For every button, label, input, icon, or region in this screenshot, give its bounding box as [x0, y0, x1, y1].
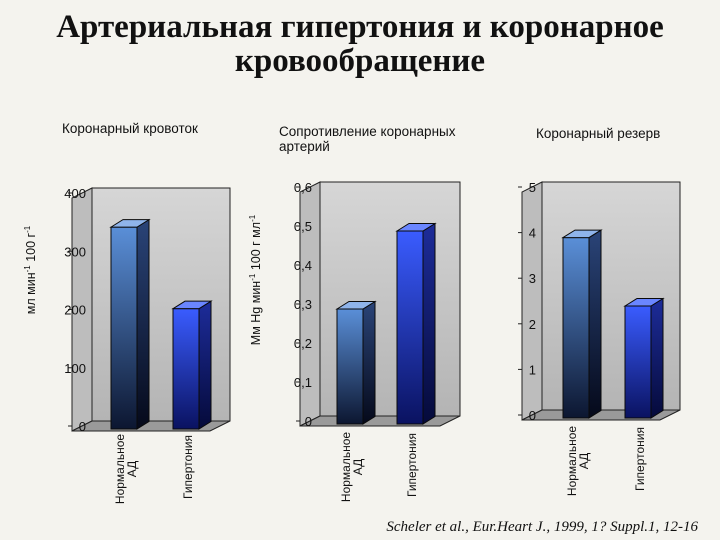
chart-1-ytick-label: 300 [64, 244, 86, 259]
ylabel-superscript: -1 [23, 265, 32, 273]
chart-2-bar-normal [335, 300, 377, 425]
chart-1-category-label-line: АД [125, 461, 139, 478]
chart-2-ytick-label: 0,5 [294, 219, 312, 234]
chart-1-bar-front [110, 226, 138, 430]
chart-1-category-label-line: Нормальное [113, 434, 127, 504]
chart-2-ytick-label: 0,1 [294, 375, 312, 390]
chart-2-ytick-label: 0,6 [294, 180, 312, 195]
chart-1-bar-top [171, 300, 213, 310]
chart-3-bar-hypertension [623, 297, 665, 419]
chart-1-heading: Коронарный кровоток [62, 121, 198, 136]
ylabel-superscript: -1 [248, 214, 257, 222]
chart-3-ytick-label: 0 [529, 408, 536, 423]
chart-1-category-label-line: Гипертония [181, 435, 195, 499]
ylabel-superscript: -1 [248, 273, 257, 281]
chart-2-ytick-label: 0,2 [294, 336, 312, 351]
chart-2-bar-hypertension [395, 222, 437, 425]
chart-1-bar-hypertension [171, 300, 213, 430]
chart-1-ytick-label: 0 [79, 419, 86, 434]
chart-3-bar-normal [561, 229, 603, 419]
ylabel-text: мл мин [24, 272, 38, 314]
chart-2-ytick-label: 0,3 [294, 297, 312, 312]
chart-3: 0 1 2 3 4 5 НормальноеАД Гипертония [518, 180, 681, 496]
chart-3-category-label-line: Гипертония [633, 427, 647, 491]
chart-2-bar-side [362, 300, 376, 425]
chart-1-ylabel: мл мин-1 100 г-1 [23, 225, 38, 314]
chart-2-bar-front [336, 308, 364, 425]
chart-3-category-label-normal: НормальноеАД [565, 426, 591, 496]
chart-3-ytick-label: 4 [529, 226, 536, 241]
chart-1-category-label-normal: НормальноеАД [113, 434, 139, 504]
chart-1-bar-front [172, 308, 200, 430]
chart-2-heading: Сопротивление коронарных артерий [279, 124, 455, 154]
chart-3-ytick-label: 5 [529, 180, 536, 195]
chart-1-bar-top [109, 219, 151, 228]
chart-3-bar-front [562, 237, 590, 419]
chart-1-bar-side [136, 218, 150, 430]
chart-1-category-label-hypertension: Гипертония [181, 435, 195, 499]
chart-1-bar-side [198, 300, 212, 430]
chart-1-ytick-label: 200 [64, 303, 86, 318]
ylabel-text: Мм Hg мин [249, 281, 263, 346]
chart-3-heading: Коронарный резерв [536, 126, 661, 141]
ylabel-superscript: -1 [23, 225, 32, 233]
chart-2-heading-line-2: артерий [279, 139, 330, 154]
chart-2-heading-line-1: Сопротивление коронарных [279, 124, 456, 139]
ylabel-text: 100 г [24, 232, 38, 265]
chart-1-ytick-label: 400 [64, 186, 86, 201]
ylabel-text: 100 г мл [249, 222, 263, 274]
page-title-line-2: кровообращение [234, 43, 486, 79]
chart-3-category-label-line: АД [577, 453, 591, 470]
chart-1-bar-normal [109, 218, 151, 430]
chart-2-category-label-line: АД [351, 459, 365, 476]
page-title: Артериальная гипертония и коронарное кро… [0, 10, 720, 78]
chart-2-ylabel: Мм Hg мин-1 100 г мл-1 [248, 214, 263, 345]
chart-2-category-label-line: Нормальное [339, 432, 353, 502]
chart-2-bar-top [395, 223, 437, 232]
chart-3-bar-side [588, 229, 602, 419]
chart-3-ytick-label: 3 [529, 271, 536, 286]
chart-2-category-label-normal: НормальноеАД [339, 432, 365, 502]
chart-3-side-wall [521, 181, 543, 421]
chart-2-floor [299, 415, 461, 427]
chart-3-category-label-line: Нормальное [565, 426, 579, 496]
chart-3-bar-front [624, 305, 652, 419]
chart-2-bar-front [396, 230, 424, 425]
chart-2-ytick-label: 0 [305, 414, 312, 429]
chart-2-category-label-hypertension: Гипертония [405, 433, 419, 497]
chart-2-bar-top [335, 301, 377, 310]
chart-3-bar-side [650, 297, 664, 419]
chart-2-ytick-label: 0,4 [294, 258, 312, 273]
chart-2-bar-side [422, 222, 436, 425]
chart-3-ytick-label: 1 [529, 362, 536, 377]
chart-1-ytick-label: 100 [64, 361, 86, 376]
chart-3-bar-top [623, 298, 665, 307]
citation: Scheler et al., Eur.Heart J., 1999, 1? S… [386, 519, 698, 535]
chart-2: 0 0,1 0,2 0,3 0,4 0,5 0,6 НормальноеАД Гипертони… [248, 180, 461, 502]
chart-3-bar-top [561, 229, 603, 239]
page-title-line-1: Артериальная гипертония и коронарное [56, 9, 664, 45]
chart-1: 0 100 200 300 400 НормальноеАД Гипертония мл ми… [23, 186, 231, 504]
chart-3-category-label-hypertension: Гипертония [633, 427, 647, 491]
chart-2-category-label-line: Гипертония [405, 433, 419, 497]
chart-3-ytick-label: 2 [529, 317, 536, 332]
